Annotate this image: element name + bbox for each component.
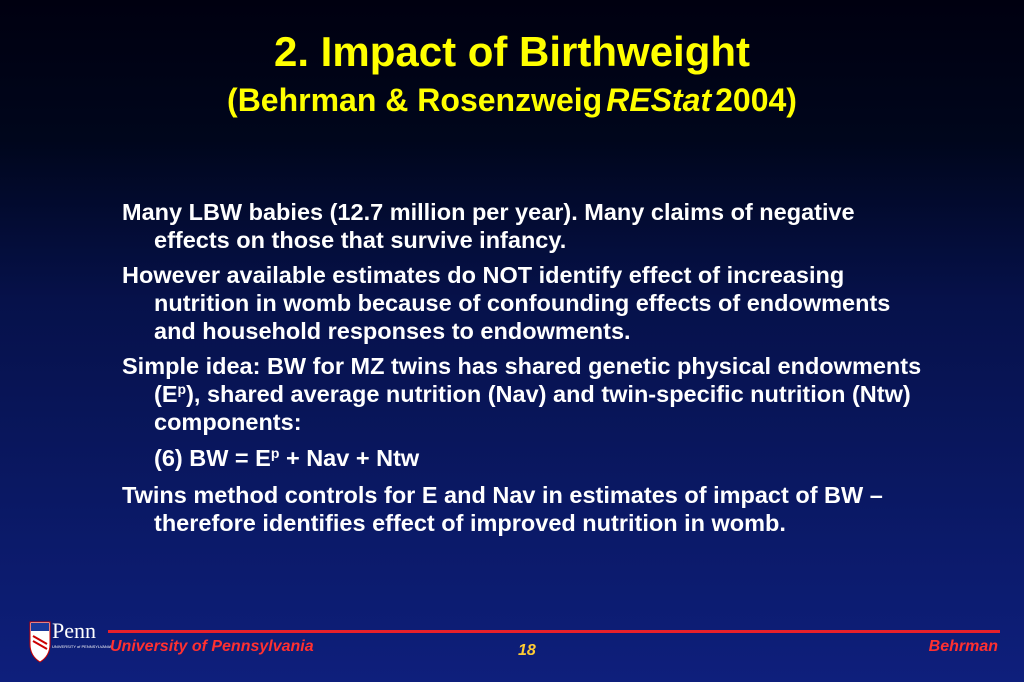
footer-left: University of Pennsylvania bbox=[110, 638, 314, 655]
paragraph: Simple idea: BW for MZ twins has shared … bbox=[122, 352, 922, 436]
footer-right: Behrman bbox=[928, 638, 998, 655]
subtitle: (Behrman & Rosenzweig REStat 2004) bbox=[0, 80, 1024, 120]
text: Many LBW babies (12.7 million per year).… bbox=[122, 199, 855, 253]
subtitle-text: 2004) bbox=[715, 82, 797, 118]
superscript: p bbox=[177, 381, 187, 397]
logo-text: Penn bbox=[52, 618, 96, 643]
superscript: p bbox=[270, 445, 280, 461]
paragraph: However available estimates do NOT ident… bbox=[122, 261, 922, 345]
text: However available estimates do NOT ident… bbox=[122, 262, 891, 344]
paragraph: Twins method controls for E and Nav in e… bbox=[122, 481, 922, 537]
logo-shield bbox=[29, 621, 51, 663]
subtitle-italic: REStat bbox=[606, 82, 712, 118]
logo-subtext: UNIVERSITY of PENNSYLVANIA bbox=[52, 644, 112, 649]
paragraph: (6) BW = Ep + Nav + Ntw bbox=[122, 444, 922, 472]
body: Many LBW babies (12.7 million per year).… bbox=[122, 198, 922, 544]
page-number: 18 bbox=[518, 642, 536, 659]
text: Simple idea: BW for MZ twins has shared … bbox=[122, 353, 922, 407]
text: Twins method controls for E and Nav in e… bbox=[122, 482, 883, 536]
text: ), shared average nutrition (Nav) and tw… bbox=[154, 381, 911, 435]
text: (6) BW = E bbox=[154, 445, 271, 471]
text: + Nav + Ntw bbox=[279, 445, 420, 471]
paragraph: Many LBW babies (12.7 million per year).… bbox=[122, 198, 922, 254]
subtitle-text: (Behrman & Rosenzweig bbox=[227, 82, 603, 118]
footer-rule bbox=[108, 630, 1000, 633]
title: 2. Impact of Birthweight bbox=[273, 28, 751, 75]
